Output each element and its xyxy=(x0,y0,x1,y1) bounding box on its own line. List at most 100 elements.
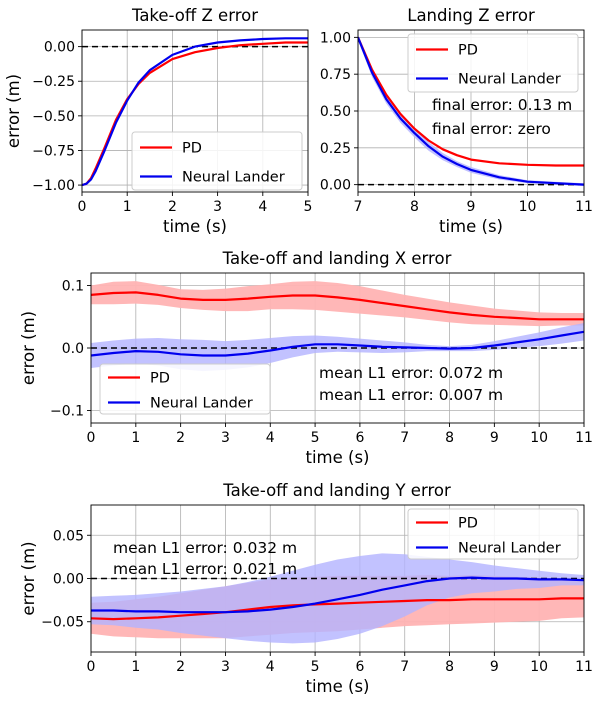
y-tick-label: 0.25 xyxy=(320,141,351,157)
plot-area xyxy=(82,37,308,187)
x-tick-label: 4 xyxy=(266,659,275,675)
annotation-text: mean L1 error: 0.007 m xyxy=(319,386,503,404)
y-tick-label: −1.00 xyxy=(32,178,75,194)
series-line-neural-lander xyxy=(82,37,308,187)
chart-title: Landing Z error xyxy=(407,6,535,25)
x-tick-label: 6 xyxy=(355,659,364,675)
x-tick-label: 2 xyxy=(176,659,185,675)
x-tick-label: 1 xyxy=(131,659,140,675)
x-tick-label: 5 xyxy=(304,199,313,215)
series-line-pd xyxy=(91,291,584,321)
legend-box xyxy=(407,508,579,560)
x-axis-label: time (s) xyxy=(306,448,370,467)
y-tick-label: −0.25 xyxy=(32,74,75,90)
y-axis-label: error (m) xyxy=(19,541,38,615)
annotation-text: mean L1 error: 0.032 m xyxy=(113,539,297,557)
legend-label-neural-lander: Neural Lander xyxy=(150,396,253,412)
y-tick-label: 0.75 xyxy=(320,67,351,83)
y-tick-label: −0.1 xyxy=(50,404,84,420)
annotation-text: mean L1 error: 0.072 m xyxy=(319,364,503,382)
legend-label-pd: PD xyxy=(182,141,202,157)
x-tick-label: 11 xyxy=(575,659,593,675)
x-tick-label: 3 xyxy=(221,659,230,675)
x-tick-label: 0 xyxy=(87,659,96,675)
x-tick-label: 7 xyxy=(400,659,409,675)
band-neural-lander xyxy=(91,323,584,372)
x-tick-label: 1 xyxy=(123,199,132,215)
y-tick-label: −0.50 xyxy=(32,109,75,125)
annotation-text: final error: zero xyxy=(432,120,551,138)
y-tick-label: 0.05 xyxy=(53,528,84,544)
x-tick-label: 3 xyxy=(213,199,222,215)
chart-title: Take-off and landing X error xyxy=(222,249,452,268)
x-tick-label: 4 xyxy=(266,430,275,446)
x-tick-label: 10 xyxy=(530,430,548,446)
series-line-neural-lander xyxy=(91,330,584,357)
x-tick-label: 10 xyxy=(530,659,548,675)
x-tick-label: 9 xyxy=(490,659,499,675)
legend: PD Neural Lander xyxy=(407,33,579,93)
y-tick-label: 0.00 xyxy=(44,40,75,56)
x-tick-label: 2 xyxy=(168,199,177,215)
x-tick-label: 11 xyxy=(575,430,593,446)
x-tick-label: 8 xyxy=(410,199,419,215)
band-pd xyxy=(91,281,584,327)
chart-landing-z: 7 8 9 10 11 1.00 0.75 0.50 0.25 0.00 Landing Z err… xyxy=(320,6,593,236)
legend: PD Neural Lander xyxy=(131,131,303,191)
x-tick-label: 4 xyxy=(258,199,267,215)
legend-label-neural-lander: Neural Lander xyxy=(182,170,285,186)
x-tick-label: 7 xyxy=(354,199,363,215)
plot-area xyxy=(91,553,584,644)
x-tick-label: 8 xyxy=(445,659,454,675)
legend-label-pd: PD xyxy=(150,371,170,387)
x-tick-label: 8 xyxy=(445,430,454,446)
legend-box xyxy=(131,131,303,191)
series-line-pd xyxy=(358,36,584,167)
y-tick-label: 0.00 xyxy=(320,178,351,194)
x-tick-label: 11 xyxy=(575,199,593,215)
legend-label-neural-lander: Neural Lander xyxy=(458,72,561,88)
y-axis-label: error (m) xyxy=(19,311,38,385)
series-line-pd xyxy=(91,597,584,621)
annotation-text: mean L1 error: 0.021 m xyxy=(113,560,297,578)
legend-label-pd: PD xyxy=(458,516,478,532)
legend-box xyxy=(99,363,271,415)
chart-title: Take-off Z error xyxy=(131,6,258,25)
series-line-neural-lander xyxy=(91,576,584,614)
x-tick-label: 5 xyxy=(311,659,320,675)
x-tick-label: 9 xyxy=(467,199,476,215)
x-axis-label: time (s) xyxy=(306,677,370,696)
legend: PD Neural Lander xyxy=(407,508,579,560)
chart-takeoff-z: 0 1 2 3 4 5 0.00 −0.25 −0.50 −0.75 −1.00 Take-off Z… xyxy=(4,6,312,236)
series-line-neural-lander xyxy=(358,36,584,186)
x-tick-label: 10 xyxy=(519,199,537,215)
y-tick-label: −0.75 xyxy=(32,143,75,159)
legend: PD Neural Lander xyxy=(99,363,271,415)
y-tick-label: 1.00 xyxy=(320,30,351,46)
x-tick-label: 6 xyxy=(355,430,364,446)
x-tick-label: 7 xyxy=(400,430,409,446)
chart-xy-y: 0 1 2 3 4 5 6 7 8 9 10 11 0.05 0.00 −0.05 Take-off and … xyxy=(19,481,593,696)
y-tick-label: −0.05 xyxy=(41,615,84,631)
y-axis-label: error (m) xyxy=(4,74,23,148)
legend-label-neural-lander: Neural Lander xyxy=(458,541,561,557)
y-tick-label: 0.1 xyxy=(62,279,84,295)
x-tick-label: 5 xyxy=(311,430,320,446)
chart-xy-x: 0 1 2 3 4 5 6 7 8 9 10 11 0.1 0.0 −0.1 Take-off and lan… xyxy=(19,249,593,467)
plot-area xyxy=(358,34,584,187)
chart-title: Take-off and landing Y error xyxy=(222,481,451,500)
x-tick-label: 1 xyxy=(131,430,140,446)
annotation-text: final error: 0.13 m xyxy=(432,96,572,114)
plot-frame xyxy=(81,29,309,193)
legend-label-pd: PD xyxy=(458,43,478,59)
x-tick-label: 0 xyxy=(78,199,87,215)
y-tick-label: 0.50 xyxy=(320,104,351,120)
plot-area xyxy=(91,281,584,372)
x-axis-label: time (s) xyxy=(163,217,227,236)
y-tick-label: 0.00 xyxy=(53,572,84,588)
x-tick-label: 2 xyxy=(176,430,185,446)
x-tick-label: 3 xyxy=(221,430,230,446)
y-tick-label: 0.0 xyxy=(62,341,84,357)
x-axis-label: time (s) xyxy=(439,217,503,236)
